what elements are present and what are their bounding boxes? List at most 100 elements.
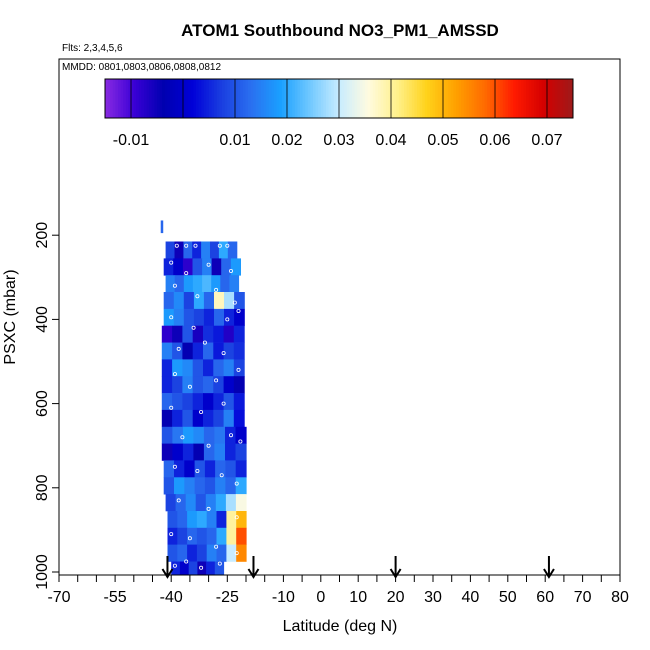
colorbar-segment: [528, 79, 532, 118]
heatmap-cell: [193, 308, 205, 327]
colorbar-segment: [112, 79, 116, 118]
x-tick-label: 80: [611, 589, 629, 606]
heatmap-cell: [192, 342, 204, 360]
colorbar-segment: [144, 79, 147, 118]
heatmap-cell: [216, 527, 227, 545]
colorbar-segment: [339, 79, 342, 118]
sample-point: [236, 367, 241, 372]
heatmap-cell: [182, 325, 194, 343]
colorbar-segment: [110, 79, 114, 118]
colorbar-segment: [302, 79, 306, 118]
sample-point: [232, 300, 237, 305]
colorbar-segment: [344, 79, 348, 118]
x-tick-label: 40: [462, 589, 480, 606]
heatmap-cell: [233, 342, 245, 360]
colorbar-segment: [505, 79, 509, 118]
heatmap-cell: [174, 275, 185, 293]
colorbar-segment: [162, 79, 166, 118]
colorbar-segment: [396, 79, 400, 118]
chart-title: ATOM1 Southbound NO3_PM1_AMSSD: [181, 21, 499, 40]
heatmap-cell: [203, 426, 215, 444]
y-tick-label: 800: [34, 474, 51, 501]
sample-point: [184, 559, 189, 564]
heatmap-cell: [165, 275, 176, 293]
sample-point: [169, 532, 174, 537]
heatmap-cell: [196, 511, 208, 529]
colorbar-segment: [185, 79, 189, 118]
colorbar-tick-label: 0.05: [427, 132, 458, 149]
heatmap-cell: [160, 220, 164, 234]
colorbar-segment: [567, 79, 571, 118]
colorbar-segment: [352, 79, 355, 118]
colorbar-tick-label: 0.07: [531, 132, 562, 149]
heatmap-cell: [202, 275, 212, 293]
colorbar-segment: [437, 79, 441, 118]
colorbar-segment: [118, 79, 121, 118]
heatmap-cell: [165, 494, 177, 512]
colorbar-segment: [232, 79, 236, 118]
colorbar-segment: [279, 79, 283, 118]
colorbar-segment: [487, 79, 491, 118]
heatmap-cell: [161, 393, 173, 411]
heatmap-cell: [192, 241, 202, 259]
sample-point: [228, 268, 233, 273]
heatmap-cell: [233, 393, 245, 411]
heatmap-cell: [172, 359, 183, 377]
colorbar-segment: [474, 79, 478, 118]
sample-points: [169, 243, 243, 570]
colorbar-segment: [404, 79, 407, 118]
sample-point: [206, 262, 211, 267]
heatmap-cell: [192, 359, 204, 377]
flights-label: Flts: 2,3,4,5,6: [62, 43, 123, 54]
heatmap-cell: [182, 359, 194, 377]
heatmap-cell: [161, 376, 173, 394]
heatmap-cell: [203, 342, 214, 360]
heatmap-cell: [215, 477, 226, 495]
colorbar-segment: [380, 79, 384, 118]
x-tick-label: -40: [160, 589, 183, 606]
colorbar-segment: [159, 79, 163, 118]
colorbar-tick-label: 0.03: [323, 132, 354, 149]
colorbar-segment: [164, 79, 168, 118]
colorbar-segment: [227, 79, 231, 118]
sample-point: [169, 260, 174, 265]
heatmap-cell: [179, 561, 190, 575]
heatmap-cell: [183, 308, 195, 327]
colorbar-segment: [300, 79, 303, 118]
colorbar-segment: [318, 79, 322, 118]
colorbar-segment: [333, 79, 337, 118]
heatmap-cell: [161, 359, 173, 377]
colorbar-segment: [315, 79, 319, 118]
colorbar-segment: [201, 79, 205, 118]
heatmap-cell: [182, 258, 194, 276]
heatmap-cell: [182, 443, 194, 461]
heatmap-cell: [194, 460, 206, 478]
colorbar-segment: [258, 79, 262, 118]
colorbar-segment: [268, 79, 272, 118]
heatmap-cell: [165, 241, 176, 259]
heatmap-cell: [172, 393, 183, 411]
colorbar-segment: [167, 79, 171, 118]
colorbar-segment: [547, 79, 550, 118]
heatmap-cell: [184, 477, 196, 495]
heatmap-cell: [206, 511, 218, 529]
colorbar-segment: [398, 79, 402, 118]
heatmap-cell: [204, 460, 216, 478]
sample-point: [191, 325, 196, 330]
x-tick-label: 0: [316, 589, 325, 606]
colorbar-segment: [570, 79, 574, 118]
colorbar-tick-label: 0.01: [219, 132, 250, 149]
colorbar-segment: [107, 79, 111, 118]
x-tick-label: -70: [47, 589, 70, 606]
sample-point: [187, 384, 192, 389]
heatmap-cell: [206, 544, 218, 562]
heatmap-cell: [213, 409, 225, 428]
colorbar-segment: [242, 79, 246, 118]
heatmap-cell: [161, 426, 173, 444]
colorbar-segment: [146, 79, 150, 118]
heatmap-cell: [177, 511, 188, 529]
colorbar-segment: [274, 79, 277, 118]
heatmap-cell: [223, 325, 235, 343]
heatmap-cell: [173, 292, 185, 310]
sample-point: [214, 378, 219, 383]
